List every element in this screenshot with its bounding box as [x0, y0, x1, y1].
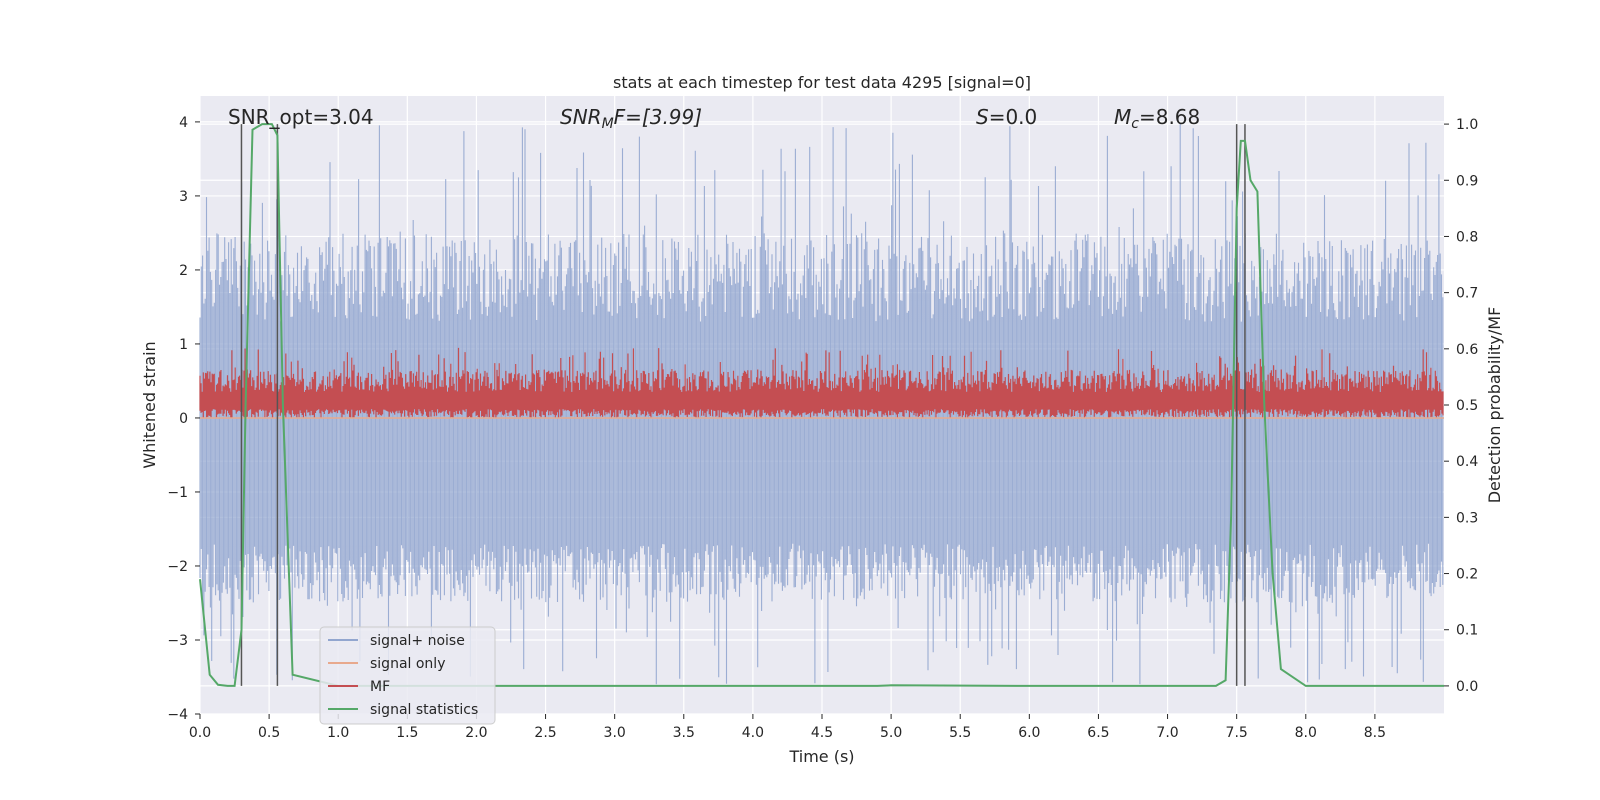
x-tick-label: 5.5 — [949, 725, 971, 741]
legend-label-signal-only: signal only — [370, 656, 445, 672]
y2-tick-label: 0.0 — [1456, 679, 1478, 695]
annotation-snr-mf-label: SNR — [560, 105, 602, 129]
y-tick-label: 1 — [179, 337, 188, 353]
x-tick-label: 0.0 — [189, 725, 211, 741]
y-axis-label: Whitened strain — [140, 341, 159, 468]
y2-tick-label: 0.7 — [1456, 286, 1478, 302]
legend-label-mf: MF — [370, 679, 390, 695]
annotation-mc-sub: c — [1131, 116, 1139, 132]
signal-statistics-line — [199, 123, 1444, 687]
annotation-snr-opt: SNR_opt=3.04 — [228, 105, 374, 129]
y-tick-label: −4 — [167, 707, 188, 723]
chart-title: stats at each timestep for test data 429… — [613, 73, 1031, 92]
legend-box — [319, 626, 496, 725]
x-tick-label: 1.5 — [396, 725, 418, 741]
legend-label-signal-statistics: signal statistics — [370, 702, 478, 718]
signal-statistics-series — [199, 123, 1444, 687]
x-axis-label: Time (s) — [788, 747, 854, 766]
mf-trace — [199, 347, 1444, 418]
mf-series — [199, 347, 1444, 418]
y2-tick-label: 1.0 — [1456, 117, 1478, 133]
x-tick-label: 3.5 — [673, 725, 695, 741]
annotation-mc-rest: =8.68 — [1139, 105, 1200, 129]
y2-tick-label: 0.1 — [1456, 623, 1478, 639]
x-tick-label: 0.5 — [258, 725, 280, 741]
x-tick-label: 4.0 — [742, 725, 764, 741]
x-tick-label: 5.0 — [880, 725, 902, 741]
x-tick-label: 8.0 — [1295, 725, 1317, 741]
legend-label-signal-noise: signal+ noise — [370, 633, 465, 649]
annotation-snr-mf: SNRMF=[3.99] — [560, 105, 702, 132]
y2-tick-label: 0.4 — [1456, 454, 1478, 470]
y-tick-label: 3 — [179, 189, 188, 205]
y-tick-label: −1 — [167, 485, 188, 501]
y-tick-label: −3 — [167, 633, 188, 649]
x-tick-label: 7.0 — [1156, 725, 1178, 741]
y-tick-label: 4 — [179, 115, 188, 131]
x-tick-label: 6.0 — [1018, 725, 1040, 741]
axis-ticks: 0.0 0.5 1.0 1.5 2.0 2.5 3.0 3.5 4.0 4.5 5.0 5.5 6.0 6… — [167, 115, 1478, 741]
x-tick-label: 3.0 — [604, 725, 626, 741]
y2-tick-label: 0.9 — [1456, 173, 1478, 189]
annotation-snr-mf-rest: F=[3.99] — [614, 105, 702, 129]
y2-tick-label: 0.3 — [1456, 510, 1478, 526]
legend: signal+ noise signal only MF signal stat… — [319, 626, 496, 725]
vertical-markers — [240, 124, 1246, 686]
annotation-s-label: S — [976, 105, 989, 129]
y2-tick-label: 0.6 — [1456, 342, 1478, 358]
x-tick-label: 2.0 — [465, 725, 487, 741]
y-tick-label: −2 — [167, 559, 188, 575]
y2-axis-label: Detection probability/MF — [1485, 307, 1504, 504]
y-tick-label: 2 — [179, 263, 188, 279]
x-tick-label: 2.5 — [534, 725, 556, 741]
y2-tick-label: 0.8 — [1456, 229, 1478, 245]
y2-tick-label: 0.5 — [1456, 398, 1478, 414]
y-tick-label: 0 — [179, 411, 188, 427]
x-tick-label: 1.0 — [327, 725, 349, 741]
x-tick-label: 4.5 — [811, 725, 833, 741]
x-tick-label: 8.5 — [1364, 725, 1386, 741]
annotation-mc: Mc=8.68 — [1114, 105, 1200, 132]
x-tick-label: 6.5 — [1087, 725, 1109, 741]
annotation-s-rest: =0.0 — [989, 105, 1038, 129]
x-tick-label: 7.5 — [1226, 725, 1248, 741]
annotation-snr-mf-sub: M — [602, 116, 614, 132]
y2-tick-label: 0.2 — [1456, 567, 1478, 583]
annotation-s: S=0.0 — [976, 105, 1037, 129]
annotation-mc-label: M — [1114, 105, 1131, 129]
